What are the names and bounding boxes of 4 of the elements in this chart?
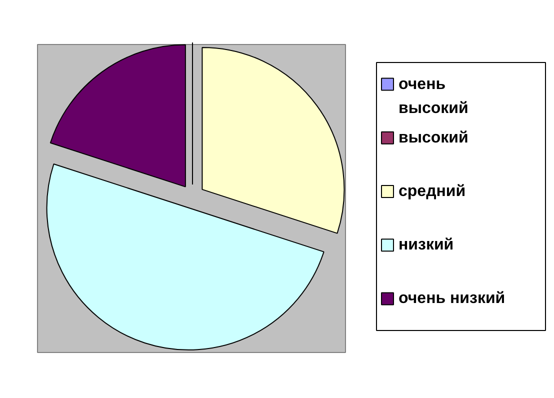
legend-label: средний [398,183,466,200]
legend-label: высокий [398,129,468,146]
legend-label: низкий [398,236,454,254]
legend-label: очень низкий [398,290,506,308]
